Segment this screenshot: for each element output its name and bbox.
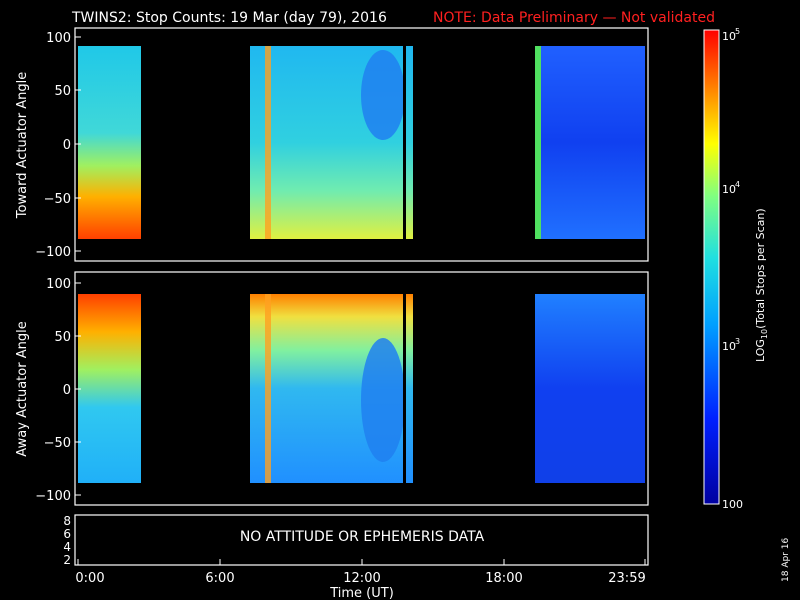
lower-ytick-neg50: −50 <box>44 436 81 451</box>
lower-segment-3 <box>535 294 645 483</box>
upper-segment-2-blob <box>361 50 405 140</box>
upper-ytick-50: 50 <box>54 84 81 99</box>
upper-ytick-label-neg100: −100 <box>35 245 71 260</box>
x-axis: 0:00 6:00 12:00 18:00 23:59 Time (UT) <box>75 559 646 600</box>
xtick-label-18: 18:00 <box>485 571 522 586</box>
colorbar-tick-1e4: 10 4 <box>722 180 740 196</box>
colorbar-title-rest: (Total Stops per Scan) <box>754 208 767 329</box>
ephemeris-ytick-6: 6 <box>63 527 71 541</box>
xtick-2359: 23:59 <box>608 559 646 586</box>
upper-y-axis-label: Toward Actuator Angle <box>15 72 30 219</box>
colorbar-title-sub: 10 <box>760 329 769 339</box>
upper-segment-2-hot-lines <box>265 46 271 239</box>
lower-ytick-label-neg100: −100 <box>35 489 71 504</box>
upper-ytick-label-0: 0 <box>63 138 71 153</box>
colorbar-label-1e3-exp: 3 <box>735 337 740 346</box>
xtick-12: 12:00 <box>343 559 381 586</box>
lower-ytick-neg100: −100 <box>35 489 81 504</box>
upper-ytick-label-50: 50 <box>54 84 71 99</box>
upper-ytick-neg100: −100 <box>35 245 81 260</box>
lower-ytick-0: 0 <box>63 383 81 398</box>
lower-ytick-50: 50 <box>54 330 81 345</box>
lower-y-axis-label: Away Actuator Angle <box>15 321 30 456</box>
ephemeris-panel: 8 6 4 2 NO ATTITUDE OR EPHEMERIS DATA <box>63 514 649 567</box>
xtick-18: 18:00 <box>485 559 523 586</box>
xtick-label-2359: 23:59 <box>608 571 645 586</box>
lower-ytick-100: 100 <box>46 277 81 292</box>
ephemeris-ytick-2: 2 <box>63 553 71 567</box>
upper-segment-3 <box>535 46 645 239</box>
colorbar-title: LOG10(Total Stops per Scan) <box>754 208 769 362</box>
upper-ytick-label-neg50: −50 <box>44 192 71 207</box>
lower-ytick-label-50: 50 <box>54 330 71 345</box>
date-stamp: 18 Apr 16 <box>781 538 791 582</box>
lower-ytick-label-neg50: −50 <box>44 436 71 451</box>
ephemeris-ytick-4: 4 <box>63 540 71 554</box>
lower-segment-2-blob <box>361 338 405 462</box>
ephemeris-ytick-8: 8 <box>63 514 71 528</box>
colorbar-title-base: LOG <box>754 339 767 362</box>
lower-segment-1 <box>78 294 141 483</box>
preliminary-note: NOTE: Data Preliminary — Not validated <box>433 10 715 26</box>
lower-segment-2-hot-lines <box>265 294 271 483</box>
upper-ytick-label-100: 100 <box>46 31 71 46</box>
colorbar-label-100: 100 <box>722 498 743 511</box>
colorbar-label-1e5: 10 <box>722 30 736 43</box>
upper-segment-1 <box>78 46 141 239</box>
upper-y-axis: 100 50 0 −50 −100 <box>35 31 81 260</box>
ephemeris-message: NO ATTITUDE OR EPHEMERIS DATA <box>240 529 485 545</box>
xtick-0: 0:00 <box>75 559 105 586</box>
xtick-label-0: 0:00 <box>75 571 104 586</box>
colorbar-tick-1e5: 10 5 <box>722 27 740 43</box>
upper-segment-3-edge <box>535 46 541 239</box>
colorbar: 10 5 10 4 10 3 100 LOG10(Total Stops per… <box>703 27 769 511</box>
chart-title: TWINS2: Stop Counts: 19 Mar (day 79), 20… <box>71 10 387 26</box>
xtick-label-12: 12:00 <box>343 571 380 586</box>
xtick-label-6: 6:00 <box>205 571 234 586</box>
lower-ytick-label-0: 0 <box>63 383 71 398</box>
colorbar-tick-1e3: 10 3 <box>722 337 740 353</box>
upper-ytick-0: 0 <box>63 138 81 153</box>
colorbar-label-1e4-exp: 4 <box>735 180 740 189</box>
colorbar-label-1e5-exp: 5 <box>735 27 740 36</box>
ephemeris-y-axis: 8 6 4 2 <box>63 514 71 567</box>
upper-segment-2-dark-line <box>403 46 406 239</box>
colorbar-label-1e4: 10 <box>722 183 736 196</box>
colorbar-gradient <box>703 29 720 505</box>
lower-ytick-label-100: 100 <box>46 277 71 292</box>
lower-y-axis: 100 50 0 −50 −100 <box>35 277 81 504</box>
lower-segment-2-dark-line <box>403 294 406 483</box>
upper-ytick-neg50: −50 <box>44 192 81 207</box>
upper-ytick-100: 100 <box>46 31 81 46</box>
x-axis-label: Time (UT) <box>329 586 394 600</box>
upper-panel: 100 50 0 −50 −100 Toward Actuator Angle <box>15 27 649 262</box>
colorbar-label-1e3: 10 <box>722 340 736 353</box>
lower-panel: 100 50 0 −50 −100 Away Actuator Angle <box>15 271 649 506</box>
xtick-6: 6:00 <box>205 559 235 586</box>
